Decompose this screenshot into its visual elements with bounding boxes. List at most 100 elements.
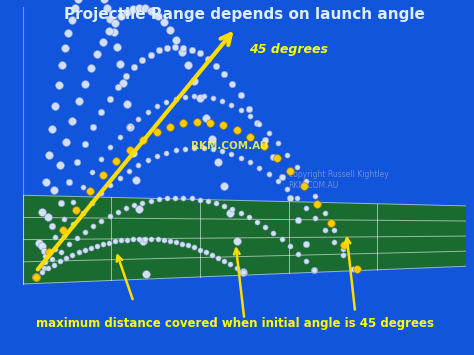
Point <box>239 269 246 274</box>
Point <box>293 165 301 170</box>
Point <box>57 200 64 206</box>
Point <box>219 148 226 154</box>
Point <box>330 239 337 245</box>
Point <box>212 201 220 206</box>
Point <box>214 255 222 260</box>
Point <box>81 247 88 253</box>
Point <box>105 240 113 245</box>
Point <box>278 236 285 242</box>
Point <box>220 184 228 189</box>
Point <box>114 209 122 215</box>
Point <box>227 261 234 267</box>
Point <box>75 250 82 255</box>
Point <box>160 19 167 24</box>
Point <box>88 169 96 175</box>
Point <box>63 139 70 145</box>
Point <box>52 103 59 109</box>
Point <box>139 137 147 143</box>
Point <box>270 230 277 236</box>
Text: RKM.COM.AU: RKM.COM.AU <box>191 141 268 151</box>
Point <box>32 274 40 279</box>
Point <box>88 200 96 206</box>
Point <box>139 238 146 244</box>
Point <box>123 9 131 15</box>
Point <box>87 65 94 71</box>
Point <box>42 179 49 185</box>
Point <box>321 210 328 215</box>
Point <box>302 241 310 247</box>
Point <box>302 259 310 264</box>
Point <box>46 249 53 255</box>
Point <box>212 63 220 69</box>
Point <box>117 237 125 243</box>
Point <box>60 216 68 222</box>
Point <box>79 184 86 190</box>
Point <box>107 16 114 21</box>
Point <box>228 206 236 212</box>
Point <box>142 236 149 242</box>
Point <box>136 207 143 212</box>
Point <box>99 241 107 247</box>
Point <box>204 56 212 61</box>
Point <box>32 274 40 279</box>
Point <box>209 147 217 152</box>
Point <box>111 239 119 244</box>
Point <box>125 125 133 130</box>
Point <box>220 258 228 263</box>
Point <box>82 229 89 234</box>
Point <box>178 241 186 247</box>
Point <box>93 51 100 57</box>
Point <box>155 48 163 53</box>
Point <box>163 45 171 51</box>
Point <box>57 249 64 255</box>
Point <box>202 115 210 120</box>
Point <box>354 266 361 272</box>
Point <box>178 49 186 55</box>
Point <box>321 227 328 233</box>
Point <box>246 135 254 140</box>
Point <box>220 71 228 77</box>
Point <box>135 116 142 122</box>
Text: maximum distance covered when initial angle is 45 degrees: maximum distance covered when initial an… <box>36 317 435 329</box>
Point <box>191 145 198 151</box>
Point <box>184 242 191 248</box>
Point <box>50 187 58 193</box>
Point <box>147 198 155 203</box>
Point <box>311 215 319 221</box>
Point <box>69 221 77 227</box>
Point <box>100 0 108 1</box>
Point <box>349 266 356 272</box>
Point <box>181 146 189 152</box>
Point <box>339 252 347 258</box>
Point <box>260 143 267 149</box>
Point <box>220 203 228 209</box>
Point <box>64 30 72 36</box>
Point <box>262 137 269 142</box>
Text: Projectile Range depends on launch angle: Projectile Range depends on launch angle <box>64 7 425 22</box>
Point <box>74 0 82 2</box>
Point <box>107 144 114 150</box>
Point <box>99 39 107 45</box>
Point <box>239 269 246 274</box>
Point <box>166 27 173 33</box>
Point <box>147 236 155 242</box>
Point <box>99 173 107 178</box>
Point <box>209 95 217 100</box>
Point <box>245 106 253 111</box>
Point <box>48 126 56 132</box>
Point <box>61 45 69 51</box>
Point <box>202 249 210 255</box>
Point <box>196 50 203 56</box>
Point <box>138 200 146 206</box>
Point <box>142 6 149 11</box>
Point <box>113 44 120 50</box>
Point <box>330 227 337 233</box>
Point <box>42 253 49 259</box>
Text: copyright Russell Kightley
RKM.COM.AU: copyright Russell Kightley RKM.COM.AU <box>289 170 388 190</box>
Point <box>154 13 161 18</box>
Point <box>253 219 261 225</box>
Point <box>196 95 204 101</box>
Point <box>294 251 302 256</box>
Point <box>103 5 111 10</box>
Point <box>90 124 97 130</box>
